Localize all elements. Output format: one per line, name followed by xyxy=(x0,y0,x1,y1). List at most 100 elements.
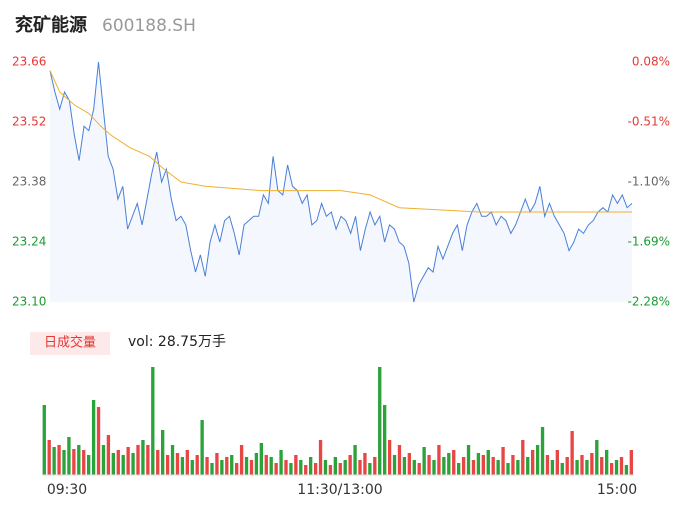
volume-bar xyxy=(259,443,263,475)
volume-bar xyxy=(284,460,288,475)
volume-bar xyxy=(309,457,313,475)
volume-bar xyxy=(47,440,51,475)
chart-title: 兖矿能源 xyxy=(15,14,87,36)
volume-bar xyxy=(141,440,145,475)
volume-bar xyxy=(210,463,214,475)
volume-bar xyxy=(614,460,619,475)
volume-bar xyxy=(161,430,165,475)
volume-bar xyxy=(397,445,402,475)
volume-bar xyxy=(190,460,194,475)
volume-bar xyxy=(595,440,599,475)
volume-bar xyxy=(175,453,180,475)
y2-tick-label: -2.28% xyxy=(628,295,670,309)
volume-bar xyxy=(501,447,505,475)
volume-bar xyxy=(170,445,175,475)
volume-bar xyxy=(387,440,392,475)
volume-bar xyxy=(72,449,76,475)
volume-bar xyxy=(343,460,347,475)
volume-bar xyxy=(111,453,115,475)
volume-bar xyxy=(131,453,135,475)
volume-title: 日成交量 xyxy=(44,335,96,351)
volume-bar xyxy=(82,450,86,475)
volume-bar xyxy=(279,450,283,475)
volume-bar xyxy=(506,463,510,475)
volume-bar xyxy=(590,453,594,475)
volume-bar xyxy=(338,463,342,475)
volume-bar xyxy=(220,460,224,475)
volume-bar xyxy=(151,367,155,475)
volume-bar xyxy=(294,455,298,475)
volume-bar xyxy=(432,460,436,475)
volume-bar xyxy=(136,445,140,475)
volume-bar xyxy=(417,463,421,475)
volume-bar xyxy=(565,457,569,475)
chart-subtitle: 600188.SH xyxy=(102,16,196,36)
volume-bar xyxy=(476,453,481,475)
volume-bar xyxy=(447,453,451,475)
volume-bar xyxy=(437,445,441,475)
volume-bar xyxy=(57,445,61,475)
volume-bar xyxy=(185,450,189,475)
volume-bar xyxy=(452,450,456,475)
y2-tick-label: -0.51% xyxy=(628,115,670,129)
volume-bar xyxy=(289,463,293,475)
volume-bar xyxy=(146,445,150,475)
volume-bar xyxy=(254,453,259,475)
volume-bar xyxy=(165,455,170,475)
volume-bar xyxy=(624,465,629,475)
volume-summary: vol: 28.75万手 xyxy=(128,334,226,350)
volume-bar xyxy=(560,463,564,475)
volume-bar xyxy=(269,457,273,475)
volume-bar xyxy=(550,460,555,475)
volume-bar xyxy=(328,465,333,475)
volume-bar xyxy=(392,455,397,475)
volume-bar xyxy=(427,455,431,475)
volume-bar xyxy=(619,457,624,475)
volume-bar xyxy=(249,460,254,475)
volume-bar xyxy=(106,435,111,475)
volume-bar xyxy=(516,460,520,475)
volume-bar xyxy=(555,450,559,475)
volume-bar xyxy=(481,455,485,475)
volume-bar xyxy=(239,445,244,475)
volume-bar xyxy=(348,455,352,475)
average-line xyxy=(49,70,632,213)
volume-bar xyxy=(629,450,633,475)
volume-bar xyxy=(235,463,239,475)
volume-bar xyxy=(545,455,550,475)
y-tick-label: 23.24 xyxy=(12,235,46,249)
volume-bar xyxy=(244,457,249,475)
volume-bar xyxy=(496,460,500,475)
volume-bar xyxy=(486,450,490,475)
volume-bar xyxy=(121,455,125,475)
volume-bar xyxy=(333,457,337,475)
volume-bar xyxy=(363,453,367,475)
volume-bar xyxy=(521,440,525,475)
price-line xyxy=(49,61,633,303)
y2-tick-label: -1.69% xyxy=(628,235,670,249)
volume-bar xyxy=(304,465,308,475)
volume-bar xyxy=(570,431,574,475)
volume-bar xyxy=(126,447,130,475)
volume-bar xyxy=(422,447,426,475)
volume-bar xyxy=(299,460,303,475)
volume-bar xyxy=(491,457,495,475)
x-tick-label: 09:30 xyxy=(47,482,87,498)
volume-bar xyxy=(87,455,91,475)
volume-bar xyxy=(205,457,209,475)
volume-bar xyxy=(156,450,160,475)
volume-bar xyxy=(526,457,530,475)
volume-bar xyxy=(407,453,411,475)
volume-bar xyxy=(466,445,471,475)
volume-bar xyxy=(585,460,589,475)
x-tick-label: 15:00 xyxy=(597,482,637,498)
volume-bar xyxy=(353,445,357,475)
volume-bar xyxy=(67,437,71,475)
volume-bar xyxy=(580,455,584,475)
volume-bar xyxy=(531,450,535,475)
volume-bar xyxy=(378,367,382,475)
volume-bar xyxy=(62,450,66,475)
y-tick-label: 23.66 xyxy=(12,55,46,69)
volume-bar xyxy=(313,463,318,475)
